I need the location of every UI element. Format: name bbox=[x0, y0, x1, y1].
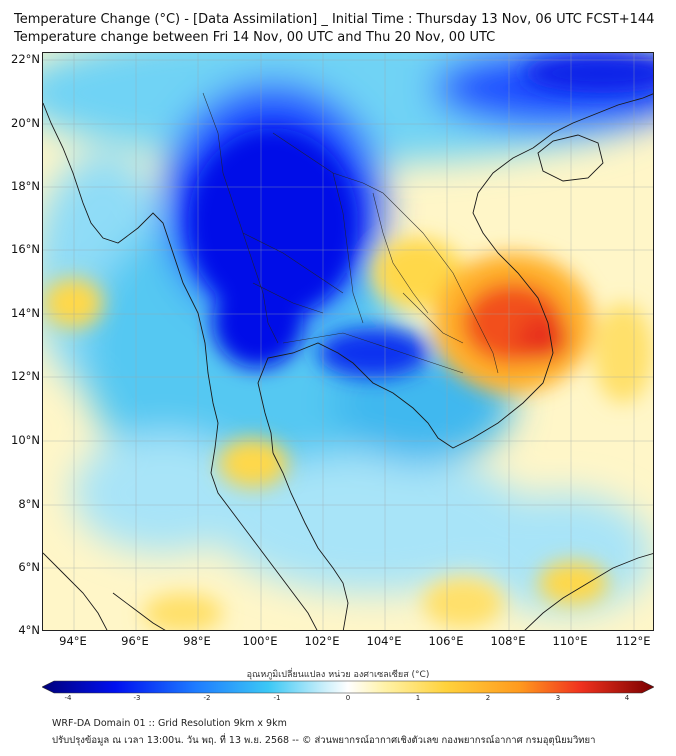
lon-label-112: 112°E bbox=[615, 634, 651, 648]
lon-label-102: 102°E bbox=[304, 634, 340, 648]
lon-label-106: 106°E bbox=[428, 634, 464, 648]
lon-label-110: 110°E bbox=[552, 634, 588, 648]
lat-label-8: 8°N bbox=[18, 497, 40, 511]
admin-borders bbox=[202, 92, 499, 374]
lat-label-10: 10°N bbox=[11, 433, 40, 447]
lat-label-22: 22°N bbox=[11, 52, 40, 66]
colorbar-tick: 0 bbox=[345, 694, 351, 702]
lat-label-4: 4°N bbox=[18, 623, 40, 637]
colorbar-tick: -3 bbox=[133, 694, 141, 702]
colorbar-tick: 4 bbox=[624, 694, 630, 702]
map-title-line1: Temperature Change (°C) - [Data Assimila… bbox=[14, 12, 655, 27]
lon-label-96: 96°E bbox=[121, 634, 149, 648]
colorbar bbox=[42, 680, 654, 694]
map-canvas bbox=[43, 53, 653, 630]
lat-label-18: 18°N bbox=[11, 179, 40, 193]
coastlines bbox=[43, 93, 653, 630]
graticule bbox=[43, 53, 653, 630]
colorbar-tick: -4 bbox=[64, 694, 72, 702]
lon-label-94: 94°E bbox=[59, 634, 87, 648]
colorbar-title: อุณหภูมิเปลี่ยนแปลง หน่วย องศาเซลเซียส (… bbox=[246, 670, 430, 680]
lon-label-108: 108°E bbox=[490, 634, 526, 648]
colorbar-tick: -1 bbox=[273, 694, 281, 702]
lon-label-98: 98°E bbox=[183, 634, 211, 648]
colorbar-tick: 1 bbox=[415, 694, 421, 702]
colorbar-tick: 2 bbox=[485, 694, 491, 702]
footer-model-info: WRF-DA Domain 01 :: Grid Resolution 9km … bbox=[52, 718, 287, 729]
lon-label-104: 104°E bbox=[366, 634, 402, 648]
lat-label-16: 16°N bbox=[11, 242, 40, 256]
colorbar-tick: 3 bbox=[555, 694, 561, 702]
colorbar-tick: -2 bbox=[203, 694, 211, 702]
temperature-change-map bbox=[42, 52, 654, 631]
map-title-line2: Temperature change between Fri 14 Nov, 0… bbox=[14, 30, 496, 45]
lon-label-100: 100°E bbox=[242, 634, 278, 648]
lat-label-20: 20°N bbox=[11, 116, 40, 130]
lat-label-14: 14°N bbox=[11, 306, 40, 320]
footer-credit: ปรับปรุงข้อมูล ณ เวลา 13:00น. วัน พฤ. ที… bbox=[52, 735, 596, 746]
lat-label-6: 6°N bbox=[18, 560, 40, 574]
lat-label-12: 12°N bbox=[11, 369, 40, 383]
